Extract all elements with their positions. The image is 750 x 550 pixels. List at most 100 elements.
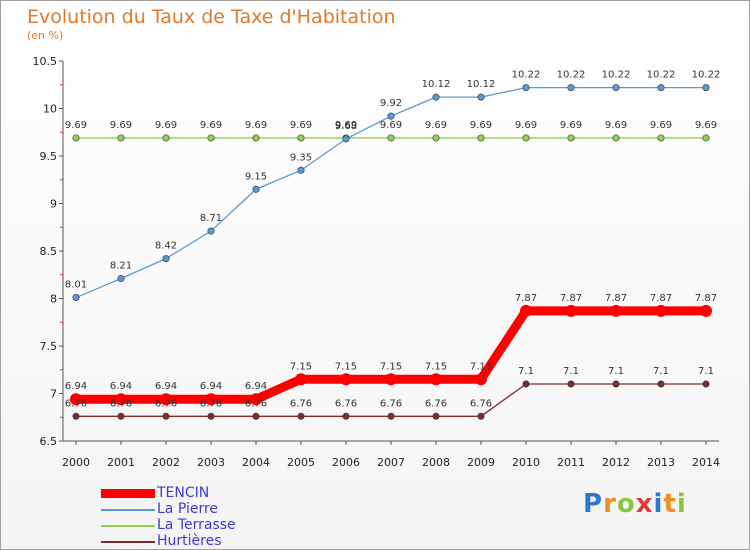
data-label: 6.76 [110,398,132,409]
data-label: 7.1 [518,366,534,377]
y-tick-label: 9 [50,198,57,211]
data-point [207,134,215,142]
data-point [477,93,485,101]
data-point [522,380,530,388]
x-tick-label: 2001 [107,456,135,469]
chart-subtitle: (en %) [27,29,64,42]
data-label: 10.22 [692,70,721,81]
data-label: 9.69 [110,120,132,131]
y-tick-label: 6.5 [40,435,58,448]
data-label: 6.76 [470,398,492,409]
data-label: 7.15 [290,361,312,372]
data-label: 10.22 [602,70,631,81]
legend-label: La Pierre [157,501,219,517]
y-tick-label: 9.5 [40,150,58,163]
data-point [252,134,260,142]
data-label: 10.22 [557,70,586,81]
data-label: 6.94 [245,381,267,392]
y-tick-label: 8.5 [40,245,58,258]
x-tick-label: 2003 [197,456,225,469]
data-point [297,412,305,420]
data-label: 7.87 [695,293,717,304]
data-point [297,166,305,174]
data-point [700,304,712,317]
data-label: 7.1 [698,366,714,377]
data-point [655,304,667,317]
data-label: 6.94 [110,381,132,392]
legend-label: TENCIN [157,485,210,501]
data-label: 8.21 [110,261,132,272]
data-point [702,380,710,388]
x-tick-label: 2011 [557,456,585,469]
x-tick-label: 2010 [512,456,540,469]
data-point [72,134,80,142]
data-point [432,412,440,420]
data-label: 9.69 [650,120,672,131]
data-label: 9.69 [695,120,717,131]
data-label: 9.69 [425,120,447,131]
data-point [115,393,127,406]
data-point [657,84,665,92]
data-point [162,412,170,420]
data-label: 9.69 [470,120,492,131]
legend-swatch [101,509,155,511]
data-label: 7.1 [653,366,669,377]
data-label: 9.69 [290,120,312,131]
data-point [250,393,262,406]
x-tick-label: 2002 [152,456,180,469]
data-point [117,412,125,420]
y-tick-label: 10 [43,103,57,116]
legend-swatch [101,489,155,498]
data-label: 6.94 [200,381,222,392]
chart-data-labels: 6.94 6.94 6.94 6.94 6.94 7.15 7.15 7.15 7.15 7.15… [65,70,720,410]
data-point [522,134,530,142]
legend-swatch [101,525,155,527]
y-tick-label: 7 [50,388,57,401]
data-label: 8.71 [200,213,222,224]
logo-letter: i [676,489,687,519]
data-point [342,135,350,143]
data-label: 6.76 [425,398,447,409]
logo-letter: r [603,489,617,519]
data-point [477,134,485,142]
data-label: 9.68 [335,121,357,132]
data-point [612,134,620,142]
data-point [432,134,440,142]
data-point [297,134,305,142]
data-point [520,304,532,317]
data-point [475,373,487,386]
x-tick-label: 2004 [242,456,270,469]
data-label: 7.87 [605,293,627,304]
logo-letter: o [616,489,636,519]
data-point [702,134,710,142]
logo-letter: P [583,489,604,519]
data-label: 6.76 [65,398,87,409]
data-label: 9.15 [245,171,267,182]
data-label: 9.69 [515,120,537,131]
data-label: 7.87 [515,293,537,304]
data-point [252,185,260,193]
x-tick-label: 2000 [62,456,90,469]
data-point [567,84,575,92]
data-point [477,412,485,420]
data-label: 6.76 [200,398,222,409]
data-point [295,373,307,386]
data-label: 9.69 [65,120,87,131]
data-label: 6.76 [245,398,267,409]
data-point [567,134,575,142]
data-point [117,275,125,283]
data-label: 7.87 [560,293,582,304]
logo-letter: x [635,489,654,519]
data-label: 10.12 [467,79,496,90]
chart-title: Evolution du Taux de Taxe d'Habitation [27,6,396,28]
data-label: 9.92 [380,98,402,109]
x-tick-label: 2014 [692,456,720,469]
data-label: 10.22 [647,70,676,81]
data-label: 8.01 [65,280,87,291]
data-point [430,373,442,386]
x-tick-label: 2009 [467,456,495,469]
data-label: 9.35 [290,152,312,163]
x-tick-label: 2013 [647,456,675,469]
data-point [205,393,217,406]
